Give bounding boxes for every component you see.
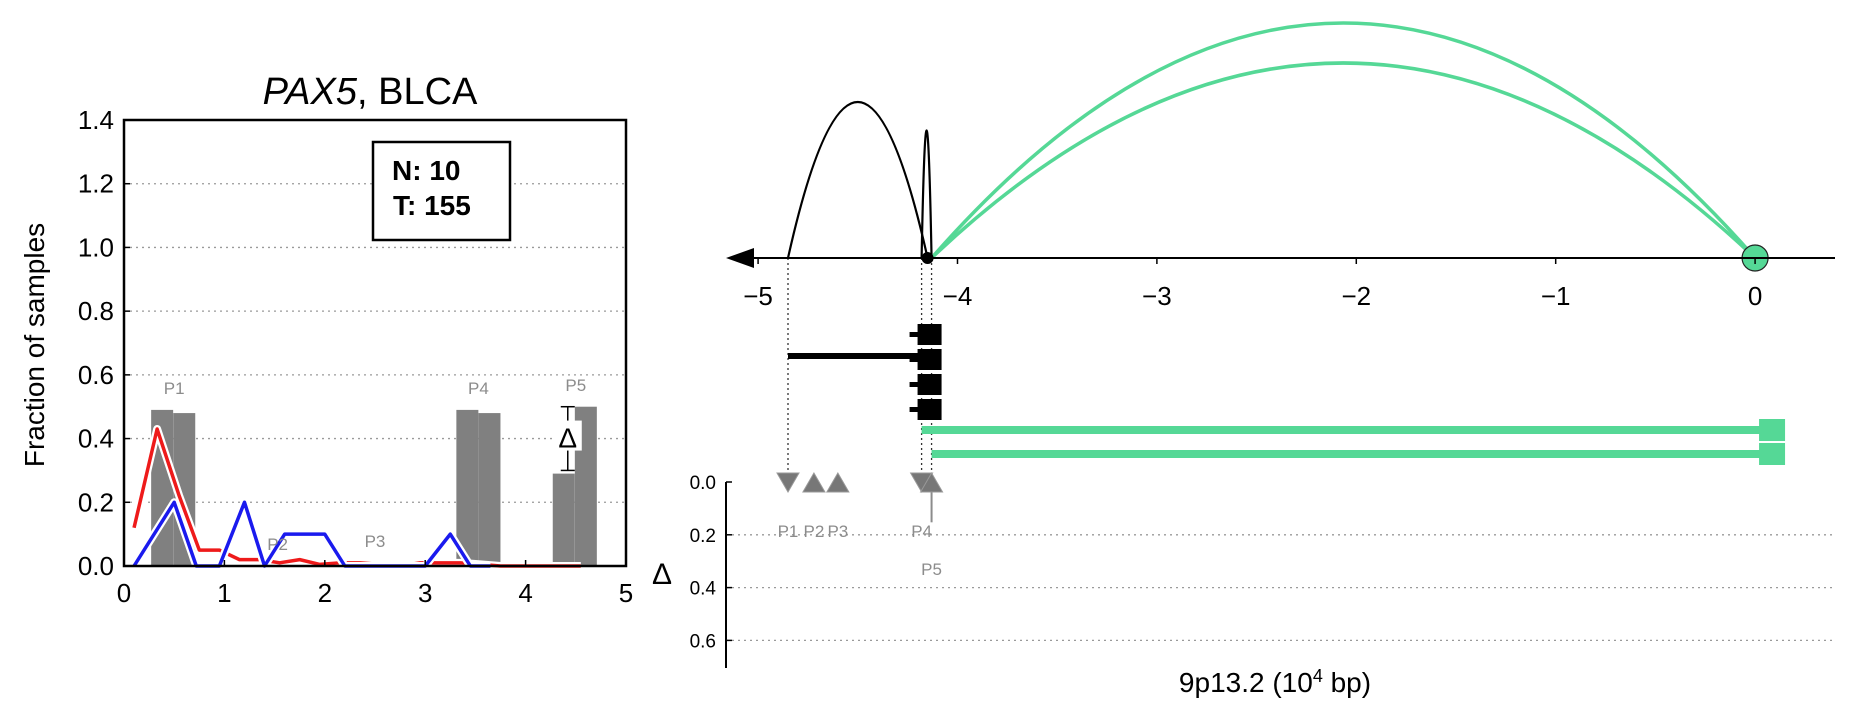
count-box-frame [371, 140, 512, 242]
promoter-label: P3 [827, 522, 848, 541]
junction-arcs [786, 21, 1769, 272]
right-diagram: −5 −4 −3 −2 −1 0 0.0 0.2 0.4 0.6 Δ P1 P2 P3 P4 P5 9p13… [652, 21, 1835, 698]
x-tick-label: 5 [619, 578, 633, 608]
black-exon-stub [909, 357, 920, 362]
bar [552, 473, 575, 566]
tumor-series-halo [130, 425, 581, 570]
delta-tick-label: 0.4 [690, 579, 717, 600]
delta-label: Δ [558, 423, 577, 454]
bar [478, 413, 501, 566]
promoter-marker [776, 472, 800, 493]
peak-label: P1 [164, 379, 185, 398]
title-rest: , BLCA [357, 71, 478, 113]
y-tick-label: 0.6 [78, 360, 114, 390]
direction-arrow-icon [726, 248, 754, 268]
promoter-marker [802, 472, 826, 493]
black-exon-stub [909, 332, 920, 337]
promoter-label: P5 [921, 560, 942, 579]
promoter-label: P1 [778, 522, 799, 541]
normal-count: N: 10 [392, 155, 460, 186]
y-tick-label: 0.0 [78, 551, 114, 581]
black-exon-block [917, 324, 942, 345]
x-tick-label: 1 [217, 578, 231, 608]
y-tick-label: 0.2 [78, 487, 114, 517]
peak-label: P4 [468, 379, 489, 398]
promoter-label: P2 [804, 522, 825, 541]
green-junction-arc [930, 61, 1757, 260]
black-junction-arc [786, 100, 929, 259]
xlabel-suffix: bp) [1323, 667, 1371, 698]
black-junction-arc [920, 129, 933, 259]
x-tick-label: 2 [318, 578, 332, 608]
peak-label: P3 [365, 532, 386, 551]
green-exon-block [1759, 443, 1786, 465]
x-tick-label: 0 [117, 578, 131, 608]
delta-panel: 0.0 0.2 0.4 0.6 Δ P1 P2 P3 P4 P5 [652, 472, 1835, 668]
genomic-axis-label: 9p13.2 (104 bp) [1179, 666, 1371, 698]
tumor-count: T: 155 [393, 190, 471, 221]
delta-tick-label: 0.2 [690, 526, 716, 547]
y-tick-label: 1.2 [78, 169, 114, 199]
x-tick-label: 4 [518, 578, 532, 608]
title-gene: PAX5 [263, 71, 358, 113]
xlabel-prefix: 9p13.2 (10 [1179, 667, 1313, 698]
promoter-marker [825, 472, 850, 493]
count-legend-box: N: 10 T: 155 [371, 140, 512, 242]
left-chart-title: PAX5, BLCA [263, 71, 478, 113]
promoter-guide-lines [787, 258, 933, 482]
promoter-marker [919, 472, 944, 493]
y-tick-label: 0.8 [78, 296, 114, 326]
genomic-tick-label: −4 [943, 281, 973, 311]
y-tick-label: 1.4 [78, 105, 114, 135]
genomic-tick-label: −1 [1541, 281, 1571, 311]
peak-label: P5 [565, 376, 586, 395]
delta-axis-label: Δ [652, 558, 672, 591]
black-exon-stub [909, 382, 920, 387]
delta-tick-label: 0.6 [690, 631, 716, 652]
green-exon-block [1759, 419, 1786, 441]
y-tick-label: 1.0 [78, 232, 114, 262]
y-axis-label: Fraction of samples [19, 223, 50, 467]
black-exon-block [917, 349, 942, 370]
bar [456, 409, 479, 566]
promoter-label: P4 [911, 522, 932, 541]
left-tick-labels: 0.0 0.2 0.4 0.6 0.8 1.0 1.2 1.4 0 1 2 3 4 5 [78, 105, 633, 608]
transcripts [788, 324, 1786, 465]
y-tick-label: 0.4 [78, 424, 114, 454]
left-peak-labels: P1 P2 P3 P4 P5 [164, 376, 586, 554]
peak-label: P2 [267, 535, 288, 554]
genomic-axis: −5 −4 −3 −2 −1 0 [726, 248, 1835, 311]
xlabel-exponent: 4 [1313, 666, 1323, 686]
delta-label-bg [553, 420, 582, 451]
genomic-tick-label: −5 [743, 281, 773, 311]
left-plot-frame [122, 118, 628, 568]
black-exon-stub [909, 407, 920, 412]
genomic-tick-label: 0 [1748, 281, 1762, 311]
left-series [130, 425, 581, 570]
green-junction-arc [930, 21, 1757, 260]
x-tick-label: 3 [418, 578, 432, 608]
genomic-tick-label: −3 [1142, 281, 1172, 311]
delta-error-marker: Δ [553, 405, 582, 472]
delta-tick-label: 0.0 [690, 473, 716, 494]
black-exon-block [917, 399, 942, 420]
black-exon-block [917, 374, 942, 395]
genomic-tick-label: −2 [1341, 281, 1371, 311]
